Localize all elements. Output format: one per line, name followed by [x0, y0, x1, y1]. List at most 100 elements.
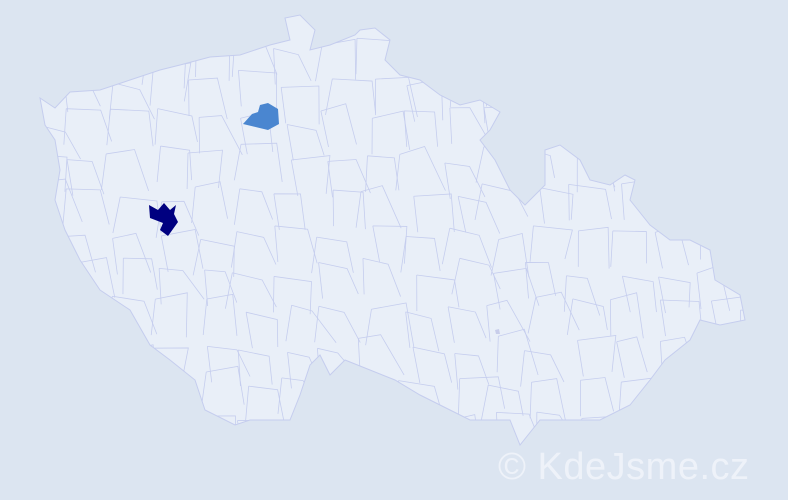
- district-border: [66, 306, 112, 343]
- district-border: [563, 74, 610, 111]
- district-border: [273, 193, 306, 230]
- district-border: [186, 149, 223, 190]
- district-border: [160, 229, 204, 272]
- district-border: [313, 388, 356, 425]
- district-border: [737, 189, 745, 227]
- highlighted-district-light[interactable]: [495, 329, 500, 334]
- district-border: [206, 345, 251, 383]
- district-border: [566, 298, 608, 335]
- district-border: [739, 157, 745, 197]
- district-border: [529, 378, 567, 422]
- district-border: [233, 188, 273, 225]
- district-border: [362, 257, 401, 297]
- district-border: [416, 274, 460, 312]
- district-border: [435, 414, 482, 445]
- district-border: [318, 262, 359, 299]
- district-border: [748, 265, 786, 303]
- district-border: [40, 227, 61, 265]
- district-border: [694, 22, 735, 70]
- district-border: [696, 189, 739, 229]
- district-border: [40, 328, 66, 373]
- district-border: [579, 377, 614, 417]
- district-border: [202, 293, 238, 336]
- district-border: [660, 76, 697, 114]
- district-border: [654, 100, 690, 145]
- district-border: [563, 275, 601, 316]
- district-border: [59, 428, 103, 445]
- district-border: [188, 77, 228, 120]
- district-border: [611, 38, 665, 76]
- district-border: [539, 187, 574, 224]
- district-border: [245, 311, 279, 349]
- district-border: [62, 188, 110, 225]
- district-border: [363, 408, 401, 445]
- district-border: [314, 305, 361, 343]
- district-border: [403, 37, 446, 75]
- district-border: [40, 36, 68, 78]
- district-border: [449, 107, 488, 144]
- district-border: [699, 68, 744, 105]
- district-border: [245, 385, 284, 423]
- district-border: [394, 412, 449, 445]
- district-border: [454, 32, 499, 73]
- district-border: [395, 145, 446, 191]
- district-border: [72, 37, 123, 79]
- district-border: [740, 101, 745, 145]
- district-border: [272, 276, 312, 315]
- district-border: [40, 371, 69, 416]
- district-border: [273, 420, 321, 445]
- district-border: [122, 257, 158, 295]
- district-border: [577, 335, 617, 377]
- district-border: [225, 272, 277, 309]
- district-border: [622, 275, 657, 313]
- district-border: [273, 48, 312, 85]
- district-border: [400, 236, 441, 273]
- district-border: [230, 231, 277, 268]
- district-border: [447, 306, 487, 343]
- district-border: [153, 421, 200, 445]
- district-border: [355, 383, 396, 423]
- district-border: [40, 411, 68, 445]
- district-border: [581, 105, 616, 143]
- district-border: [106, 414, 146, 445]
- district-border: [112, 196, 162, 234]
- district-border: [528, 82, 569, 119]
- district-border: [739, 74, 745, 111]
- district-border: [610, 230, 647, 267]
- district-border: [454, 353, 490, 390]
- district-border: [610, 72, 654, 110]
- district-border: [658, 276, 691, 314]
- district-border: [520, 350, 565, 387]
- district-border: [656, 380, 705, 420]
- district-border: [662, 151, 699, 195]
- highlighted-district-medium[interactable]: [243, 103, 279, 130]
- district-border: [696, 411, 745, 445]
- district-border: [527, 291, 580, 334]
- district-border: [191, 181, 228, 224]
- district-border: [108, 28, 154, 71]
- district-border: [286, 124, 325, 161]
- district-border: [198, 115, 243, 155]
- district-border: [320, 103, 357, 148]
- district-border: [652, 43, 698, 81]
- district-border: [457, 196, 501, 234]
- district-border: [568, 183, 612, 221]
- district-border: [332, 189, 366, 230]
- district-border: [609, 292, 644, 339]
- district-border: [747, 353, 785, 389]
- district-border: [204, 269, 238, 307]
- district-border: [696, 122, 735, 161]
- highlighted-district-dark[interactable]: [149, 203, 178, 236]
- district-border: [238, 70, 277, 110]
- district-border: [525, 262, 557, 299]
- district-border: [274, 225, 318, 264]
- district-border: [412, 346, 453, 384]
- district-border: [746, 408, 788, 455]
- district-border: [60, 348, 105, 386]
- district-border: [649, 179, 686, 223]
- district-border: [157, 375, 195, 412]
- district-border: [520, 37, 563, 78]
- district-border: [40, 124, 81, 162]
- district-border: [403, 110, 439, 147]
- district-border: [40, 314, 81, 352]
